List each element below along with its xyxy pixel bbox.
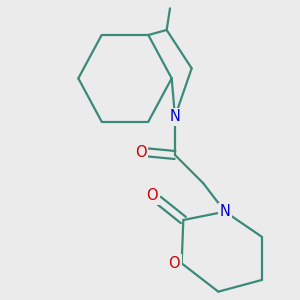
Text: O: O [135, 145, 146, 160]
Text: O: O [169, 256, 180, 271]
Text: N: N [220, 204, 230, 219]
Text: O: O [146, 188, 158, 203]
Text: N: N [169, 109, 180, 124]
